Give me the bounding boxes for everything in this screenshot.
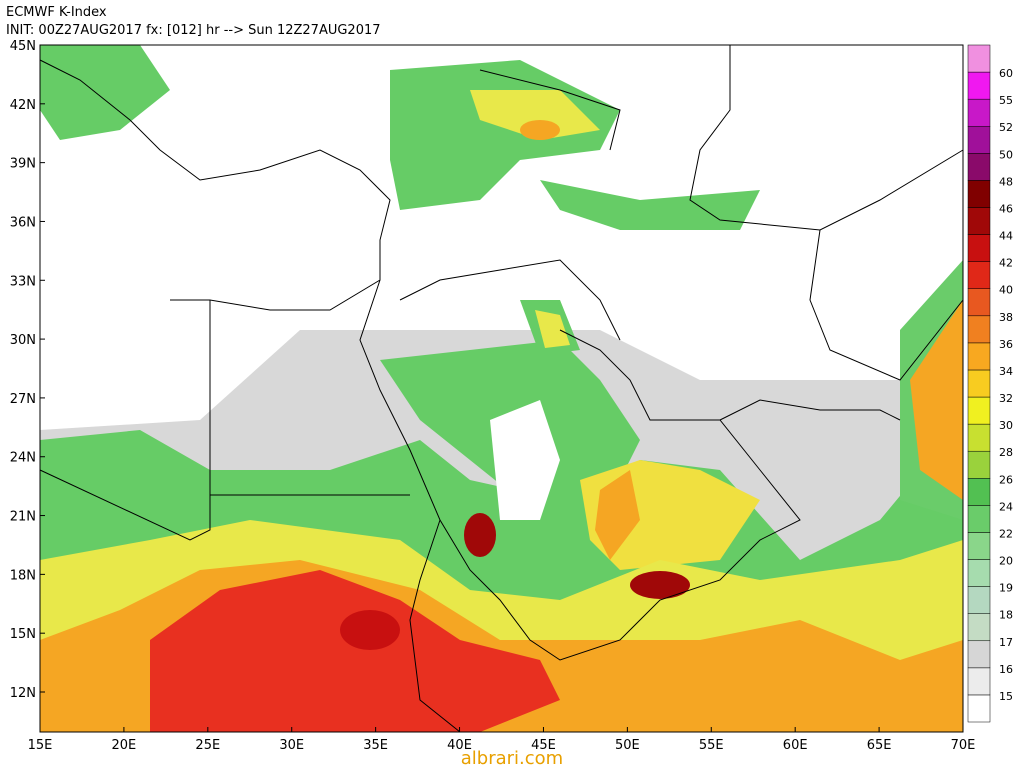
lon-label: 25E — [195, 738, 220, 753]
colorbar-label: 55 — [999, 94, 1013, 107]
colorbar-box — [967, 288, 991, 317]
lon-label: 20E — [112, 738, 137, 753]
colorbar-label: 19 — [999, 582, 1013, 595]
lon-label: 65E — [867, 738, 892, 753]
lon-label: 45E — [531, 738, 556, 753]
lon-label: 35E — [363, 738, 388, 753]
lon-label: 40E — [447, 738, 472, 753]
lat-label: 45N — [10, 39, 36, 54]
colorbar: 15 16 17 18 19 20 22 24 26 28 30 32 34 36 38 40 42 44 46 48… — [967, 44, 1013, 723]
colorbar-box — [967, 532, 991, 560]
lat-label: 42N — [10, 98, 36, 113]
colorbar-box — [967, 125, 991, 154]
colorbar-box — [967, 180, 991, 208]
colorbar-box — [967, 613, 991, 642]
colorbar-label: 48 — [999, 175, 1013, 188]
lat-label: 18N — [10, 568, 36, 583]
colorbar-box — [967, 234, 991, 262]
colorbar-label: 20 — [999, 555, 1013, 568]
colorbar-label: 40 — [999, 284, 1013, 297]
map-field — [40, 45, 963, 732]
subtitle: INIT: 00Z27AUG2017 fx: [012] hr --> Sun … — [6, 23, 381, 38]
colorbar-box — [967, 559, 991, 587]
colorbar-label: 36 — [999, 338, 1013, 351]
watermark: albrari.com — [461, 748, 563, 768]
colorbar-label: 44 — [999, 230, 1013, 243]
colorbar-box — [967, 423, 991, 452]
colorbar-box — [967, 667, 991, 696]
colorbar-box — [967, 261, 991, 289]
colorbar-label: 42 — [999, 257, 1013, 270]
colorbar-box — [967, 396, 991, 425]
lat-label: 39N — [10, 157, 36, 172]
colorbar-label: 60 — [999, 67, 1013, 80]
colorbar-label: 18 — [999, 609, 1013, 622]
colorbar-box — [967, 694, 991, 723]
colorbar-label: 52 — [999, 121, 1013, 134]
colorbar-label: 26 — [999, 473, 1013, 486]
lat-label: 36N — [10, 215, 36, 230]
map-frame — [39, 44, 964, 733]
colorbar-label: 28 — [999, 446, 1013, 459]
colorbar-box — [967, 342, 991, 371]
colorbar-label: 30 — [999, 419, 1013, 432]
colorbar-box — [967, 586, 991, 614]
colorbar-label: 32 — [999, 392, 1013, 405]
colorbar-box — [967, 98, 991, 127]
colorbar-label: 24 — [999, 500, 1013, 513]
lon-label: 60E — [783, 738, 808, 753]
lat-label: 33N — [10, 274, 36, 289]
lat-label: 21N — [10, 510, 36, 525]
coastlines — [39, 45, 964, 733]
title: ECMWF K-Index — [6, 5, 107, 20]
colorbar-box — [967, 478, 991, 506]
colorbar-box — [967, 44, 991, 73]
colorbar-box — [967, 640, 991, 669]
lat-label: 15N — [10, 627, 36, 642]
lat-label: 24N — [10, 451, 36, 466]
colorbar-label: 22 — [999, 527, 1013, 540]
lon-label: 50E — [615, 738, 640, 753]
colorbar-label: 34 — [999, 365, 1013, 378]
lon-label: 55E — [699, 738, 724, 753]
colorbar-label: 50 — [999, 148, 1013, 161]
colorbar-box — [967, 369, 991, 398]
lat-label: 12N — [10, 686, 36, 701]
colorbar-label: 15 — [999, 690, 1013, 703]
lon-label: 30E — [279, 738, 304, 753]
colorbar-box — [967, 315, 991, 344]
colorbar-label: 16 — [999, 663, 1013, 676]
colorbar-label: 46 — [999, 202, 1013, 215]
colorbar-label: 38 — [999, 311, 1013, 324]
lon-label: 15E — [28, 738, 53, 753]
colorbar-box — [967, 71, 991, 100]
colorbar-box — [967, 450, 991, 479]
colorbar-box — [967, 505, 991, 533]
lat-label: 27N — [10, 392, 36, 407]
lon-label: 70E — [951, 738, 976, 753]
colorbar-box — [967, 207, 991, 235]
colorbar-box — [967, 153, 991, 181]
colorbar-label: 17 — [999, 636, 1013, 649]
lat-label: 30N — [10, 333, 36, 348]
